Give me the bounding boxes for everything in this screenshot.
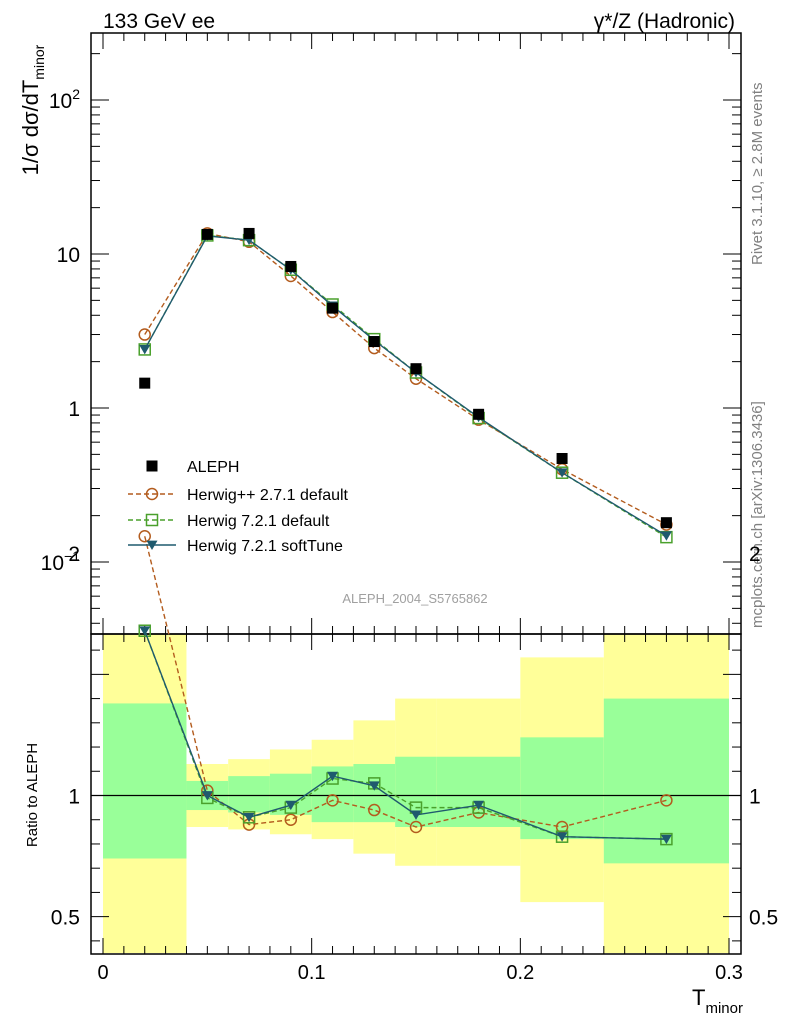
data-point	[660, 531, 672, 541]
data-point	[201, 228, 213, 240]
data-point	[473, 800, 485, 811]
data-point	[473, 408, 485, 420]
legend-label: ALEPH	[187, 459, 239, 476]
ratio-y-tick-label: 0.5	[51, 907, 80, 930]
legend-label: Herwig++ 2.7.1 default	[187, 487, 349, 504]
ratio-plot-axes: 0 0.1 0.2 0.3 0.5 0.5 1 1 2 2	[51, 33, 778, 984]
data-point	[138, 328, 151, 341]
x-tick-label: 0	[97, 962, 108, 984]
legend-entry: ALEPH	[146, 459, 239, 476]
uncertainty-band-inner	[520, 737, 604, 840]
data-point	[285, 260, 297, 272]
ratio-plot-series	[138, 529, 673, 846]
data-point	[145, 487, 159, 501]
data-point	[139, 345, 151, 355]
data-point	[139, 626, 151, 636]
data-point	[409, 820, 423, 834]
data-point	[327, 302, 339, 314]
data-point	[201, 791, 213, 801]
data-point	[138, 624, 151, 637]
series-line	[144, 235, 667, 537]
data-point	[146, 540, 158, 550]
data-point	[660, 834, 672, 845]
data-point	[139, 377, 151, 389]
data-point	[556, 468, 568, 478]
series-aleph	[139, 227, 672, 529]
header-right: γ*/Z (Hadronic)	[594, 10, 735, 33]
ratio-uncertainty-bands	[103, 634, 730, 953]
ratio-y-tick-label-right: 2	[749, 543, 761, 566]
data-point	[243, 227, 255, 239]
data-point	[660, 517, 672, 529]
series-herwig-2-7-1-default	[138, 227, 673, 531]
uncertainty-band-inner	[228, 776, 270, 813]
main-ylabel: 1/σ dσ/dTminor	[18, 44, 47, 175]
legend-label: Herwig 7.2.1 default	[187, 513, 330, 530]
data-point	[138, 529, 151, 543]
ratio-ylabel: Ratio to ALEPH	[24, 743, 41, 847]
series-line	[144, 232, 667, 526]
data-point	[243, 812, 255, 823]
data-point	[242, 811, 256, 824]
legend-entry: Herwig 7.2.1 softTune	[128, 538, 343, 555]
data-point	[410, 810, 422, 820]
ratio-y-tick-label-right: 1	[749, 786, 761, 809]
data-point	[138, 343, 151, 356]
data-point	[146, 460, 158, 472]
data-point	[368, 803, 381, 817]
analysis-watermark: ALEPH_2004_S5765862	[342, 591, 487, 606]
data-point	[556, 452, 568, 464]
x-axis-label: Tminor	[692, 985, 743, 1017]
x-tick-label: 0.1	[298, 962, 326, 984]
ratio-plot-frame	[90, 633, 742, 955]
legend: ALEPH Herwig++ 2.7.1 default Herwig 7.2.1 …	[128, 459, 349, 555]
data-point	[660, 794, 673, 807]
header-left: 133 GeV ee	[103, 10, 215, 33]
y-tick-label: 102	[49, 86, 80, 113]
data-point	[368, 781, 380, 791]
y-tick-label: 1	[68, 398, 80, 421]
legend-label: Herwig 7.2.1 softTune	[187, 538, 343, 555]
y-tick-label: 10	[57, 244, 80, 267]
x-tick-label: 0.2	[506, 962, 534, 984]
ratio-line	[144, 630, 667, 840]
data-point	[285, 800, 297, 811]
ratio-y-tick-label: 2	[68, 543, 80, 566]
data-point	[410, 363, 422, 375]
uncertainty-band-inner	[103, 703, 187, 859]
data-point	[284, 813, 298, 826]
uncertainty-band-inner	[353, 764, 396, 823]
mcplots-label: mcplots.cern.ch [arXiv:1306.3436]	[749, 401, 766, 628]
ratio-y-tick-label: 1	[68, 786, 80, 809]
data-point	[368, 336, 380, 348]
data-point	[555, 466, 569, 479]
x-tick-label: 0.3	[715, 962, 743, 984]
legend-entry: Herwig++ 2.7.1 default	[128, 487, 349, 504]
main-plot-series	[138, 227, 673, 544]
ratio-series-herwig-7-2-1-softtune	[139, 626, 672, 845]
data-point	[145, 513, 159, 527]
data-point	[327, 771, 339, 782]
legend-entry: Herwig 7.2.1 default	[128, 513, 330, 530]
ratio-y-tick-label-right: 0.5	[749, 907, 778, 930]
rivet-label: Rivet 3.1.10, ≥ 2.8M events	[749, 83, 766, 266]
y-tick-label: 10−1	[41, 548, 81, 575]
data-point	[326, 794, 339, 807]
data-point	[556, 832, 568, 842]
